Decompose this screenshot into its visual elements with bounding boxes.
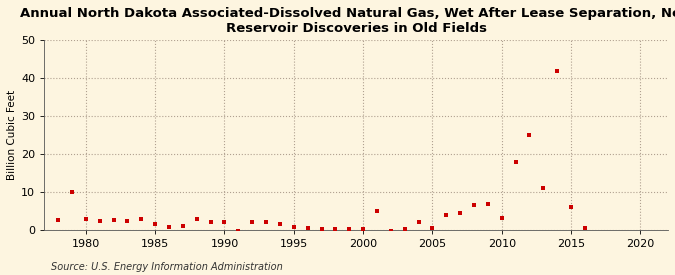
- Point: [136, 217, 146, 221]
- Point: [538, 186, 549, 190]
- Point: [510, 159, 521, 164]
- Point: [219, 220, 230, 224]
- Point: [178, 224, 188, 228]
- Point: [468, 203, 479, 207]
- Point: [413, 220, 424, 224]
- Point: [80, 217, 91, 221]
- Point: [150, 222, 161, 226]
- Point: [455, 211, 466, 215]
- Point: [122, 219, 133, 224]
- Point: [316, 226, 327, 231]
- Point: [191, 217, 202, 221]
- Point: [330, 226, 341, 231]
- Title: Annual North Dakota Associated-Dissolved Natural Gas, Wet After Lease Separation: Annual North Dakota Associated-Dissolved…: [20, 7, 675, 35]
- Point: [344, 226, 354, 231]
- Point: [205, 220, 216, 224]
- Point: [400, 226, 410, 231]
- Text: Source: U.S. Energy Information Administration: Source: U.S. Energy Information Administ…: [51, 262, 282, 272]
- Point: [163, 225, 174, 229]
- Point: [53, 218, 63, 222]
- Point: [67, 190, 78, 194]
- Point: [358, 227, 369, 231]
- Point: [233, 228, 244, 233]
- Point: [108, 218, 119, 222]
- Point: [261, 220, 271, 224]
- Point: [247, 220, 258, 224]
- Point: [524, 133, 535, 137]
- Point: [275, 222, 286, 226]
- Point: [302, 226, 313, 230]
- Point: [385, 228, 396, 233]
- Y-axis label: Billion Cubic Feet: Billion Cubic Feet: [7, 90, 17, 180]
- Point: [427, 226, 438, 230]
- Point: [566, 205, 576, 209]
- Point: [288, 225, 299, 229]
- Point: [496, 216, 507, 221]
- Point: [551, 68, 562, 73]
- Point: [483, 202, 493, 206]
- Point: [441, 212, 452, 217]
- Point: [95, 219, 105, 224]
- Point: [371, 209, 382, 213]
- Point: [579, 226, 590, 230]
